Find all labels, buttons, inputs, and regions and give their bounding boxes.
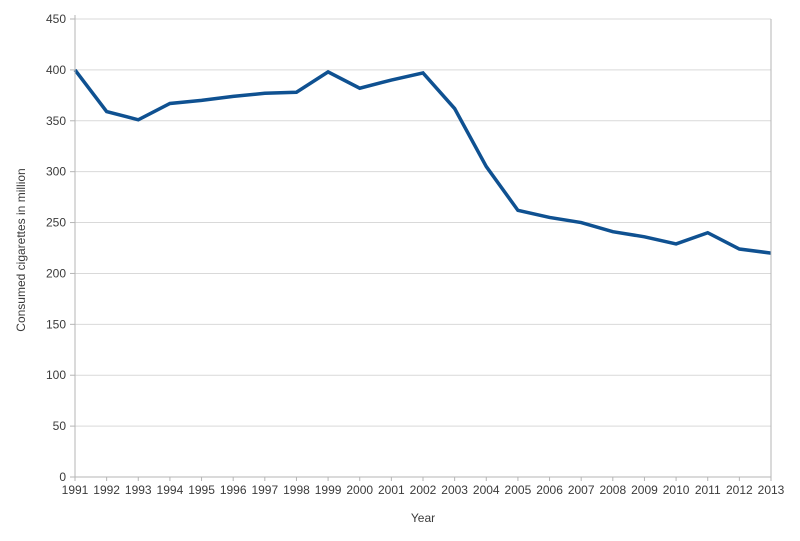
y-tick-label: 300 — [46, 165, 66, 179]
x-tick-label: 2010 — [663, 483, 690, 497]
x-tick-label: 1999 — [315, 483, 342, 497]
x-tick-label: 1993 — [125, 483, 152, 497]
gridlines — [75, 18, 771, 427]
y-tick-label: 150 — [46, 317, 66, 331]
x-tick-label: 2007 — [568, 483, 595, 497]
x-axis-title: Year — [411, 511, 435, 525]
data-line — [73, 68, 772, 255]
x-tick-label: 1992 — [93, 483, 120, 497]
y-tick-label: 450 — [46, 12, 66, 26]
x-tick-label: 2003 — [441, 483, 468, 497]
y-tick-label: 350 — [46, 114, 66, 128]
x-tick-label: 2008 — [599, 483, 626, 497]
x-tick-label: 1991 — [62, 483, 89, 497]
y-tick-label: 50 — [53, 419, 67, 433]
axes — [70, 15, 772, 481]
x-tick-label: 2004 — [473, 483, 500, 497]
x-tick-label: 1994 — [157, 483, 184, 497]
x-tick-label: 2005 — [505, 483, 532, 497]
x-tick-label: 1998 — [283, 483, 310, 497]
y-tick-label: 100 — [46, 368, 66, 382]
x-tick-label: 1996 — [220, 483, 247, 497]
x-tick-label: 2009 — [631, 483, 658, 497]
x-tick-label: 2001 — [378, 483, 405, 497]
x-axis-tick-labels: 1991 1992 1993 1994 1995 1996 1997 1998 1999 2000… — [62, 483, 785, 497]
x-tick-label: 2000 — [346, 483, 373, 497]
x-tick-label: 2002 — [410, 483, 437, 497]
x-tick-label: 2006 — [536, 483, 563, 497]
x-tick-label: 2012 — [726, 483, 753, 497]
y-axis-tick-labels: 0 50 100 150 200 250 300 350 400 450 — [46, 12, 66, 484]
x-tick-label: 1995 — [188, 483, 215, 497]
x-tick-label: 1997 — [251, 483, 278, 497]
y-tick-label: 400 — [46, 63, 66, 77]
y-tick-label: 200 — [46, 266, 66, 280]
y-axis-title: Consumed cigarettes in million — [14, 168, 28, 331]
x-tick-label: 2013 — [758, 483, 785, 497]
y-tick-label: 0 — [59, 470, 66, 484]
y-tick-label: 250 — [46, 216, 66, 230]
x-tick-label: 2011 — [695, 483, 721, 497]
